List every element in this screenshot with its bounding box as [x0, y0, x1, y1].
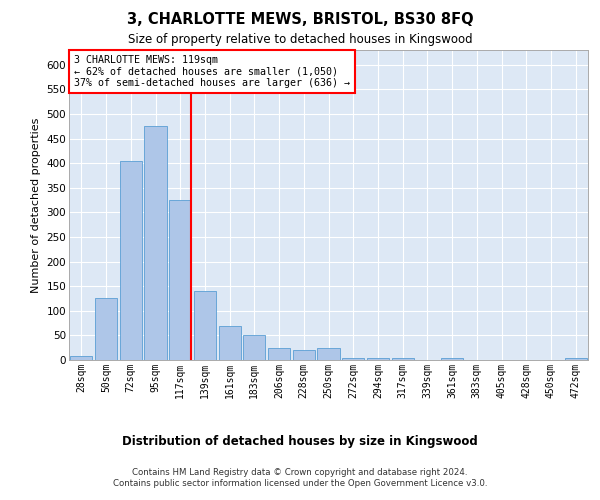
Bar [95, 298, 117, 360]
Bar [367, 358, 389, 360]
Text: 3 CHARLOTTE MEWS: 119sqm
← 62% of detached houses are smaller (1,050)
37% of sem: 3 CHARLOTTE MEWS: 119sqm ← 62% of detach… [74, 54, 350, 88]
Bar [342, 358, 364, 360]
Bar [145, 126, 167, 360]
Bar [565, 358, 587, 360]
Bar [293, 350, 315, 360]
Text: Distribution of detached houses by size in Kingswood: Distribution of detached houses by size … [122, 435, 478, 448]
Bar [218, 326, 241, 360]
Bar [392, 358, 414, 360]
Bar [243, 336, 265, 360]
Text: 3, CHARLOTTE MEWS, BRISTOL, BS30 8FQ: 3, CHARLOTTE MEWS, BRISTOL, BS30 8FQ [127, 12, 473, 28]
Text: Size of property relative to detached houses in Kingswood: Size of property relative to detached ho… [128, 32, 472, 46]
Y-axis label: Number of detached properties: Number of detached properties [31, 118, 41, 292]
Bar [169, 200, 191, 360]
Bar [194, 291, 216, 360]
Bar [268, 348, 290, 360]
Bar [317, 348, 340, 360]
Bar [70, 356, 92, 360]
Text: Contains HM Land Registry data © Crown copyright and database right 2024.
Contai: Contains HM Land Registry data © Crown c… [113, 468, 487, 487]
Bar [441, 358, 463, 360]
Bar [119, 160, 142, 360]
